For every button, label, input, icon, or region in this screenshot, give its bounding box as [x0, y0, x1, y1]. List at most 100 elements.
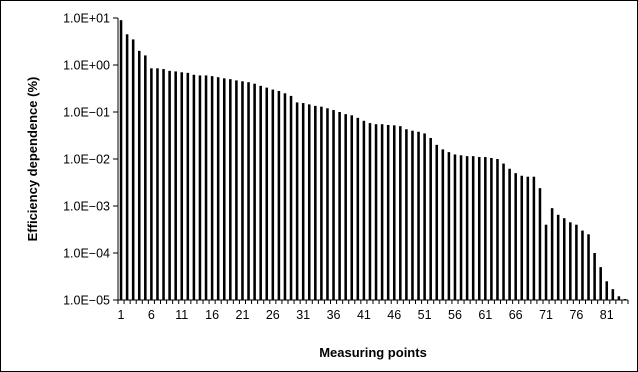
bar-point-64 — [502, 163, 505, 300]
x-tick-label: 66 — [509, 308, 523, 322]
x-tick-label: 31 — [296, 308, 310, 322]
bar-point-3 — [131, 39, 135, 300]
bar-point-12 — [186, 72, 190, 301]
bar-point-77 — [581, 230, 584, 300]
bar-point-31 — [301, 103, 305, 300]
bar-point-13 — [192, 74, 196, 300]
x-tick-label: 6 — [148, 308, 155, 322]
bar-point-23 — [253, 83, 256, 300]
bar-point-10 — [174, 71, 177, 300]
bar-point-81 — [605, 281, 609, 300]
bar-point-38 — [344, 114, 347, 300]
bar-point-63 — [496, 159, 499, 300]
y-tick-label: 1.0E−04 — [63, 247, 110, 261]
bar-point-6 — [150, 68, 153, 300]
bar-point-39 — [350, 115, 354, 300]
bar-point-61 — [484, 157, 487, 300]
bar-point-26 — [271, 89, 275, 300]
bar-point-33 — [314, 105, 317, 300]
bar-point-14 — [198, 75, 202, 301]
bar-point-1 — [119, 20, 123, 300]
bar-point-52 — [429, 137, 432, 300]
bar-point-78 — [587, 234, 590, 300]
y-tick-label: 1.0E−02 — [63, 153, 110, 167]
bar-point-55 — [447, 152, 451, 300]
bar-point-72 — [550, 208, 554, 300]
x-tick-label: 36 — [327, 308, 341, 322]
bar-point-71 — [544, 224, 548, 300]
bar-point-11 — [180, 72, 184, 300]
bar-point-59 — [471, 156, 475, 300]
bar-point-66 — [514, 173, 517, 300]
bar-point-7 — [156, 68, 159, 300]
bar-point-20 — [235, 80, 238, 300]
bar-point-80 — [599, 267, 602, 300]
bar-point-4 — [137, 50, 141, 300]
bar-point-40 — [356, 117, 360, 300]
bar-point-74 — [562, 218, 566, 300]
bar-point-5 — [144, 55, 147, 301]
x-axis-ticks: 1 6 11 16 21 26 31 36 41 46 51 56 61 66 71 76 81 — [117, 300, 629, 322]
x-tick-label: 26 — [266, 308, 280, 322]
y-tick-label: 1.0E−03 — [63, 200, 110, 214]
bar-point-41 — [362, 120, 366, 300]
bar-point-30 — [295, 102, 299, 300]
x-tick-label: 71 — [539, 308, 553, 322]
y-tick-label: 1.0E−05 — [63, 294, 110, 308]
bar-point-18 — [222, 78, 226, 300]
bar-point-36 — [332, 110, 335, 301]
bar-point-45 — [386, 124, 390, 300]
bar-point-58 — [465, 156, 469, 300]
x-tick-label: 56 — [448, 308, 462, 322]
bar-point-9 — [168, 70, 171, 300]
x-tick-label: 16 — [205, 308, 219, 322]
bar-point-62 — [490, 158, 493, 300]
x-tick-label: 41 — [357, 308, 371, 322]
bar-point-35 — [326, 108, 329, 301]
bar-point-65 — [508, 168, 511, 300]
x-tick-label: 1 — [118, 308, 125, 322]
bar-point-54 — [441, 149, 445, 300]
bar-point-8 — [162, 69, 165, 300]
x-tick-label: 46 — [387, 308, 401, 322]
bar-point-29 — [289, 95, 293, 301]
bar-point-21 — [241, 81, 244, 300]
bar-point-56 — [453, 154, 457, 300]
bar-point-25 — [265, 87, 269, 300]
bar-point-82 — [611, 289, 615, 300]
bar-point-51 — [423, 133, 426, 300]
bar-point-60 — [477, 157, 481, 300]
bar-point-68 — [526, 176, 530, 300]
x-axis-title: Measuring points — [319, 345, 427, 360]
bar-point-53 — [435, 144, 439, 300]
bar-point-2 — [125, 34, 129, 300]
bar-point-48 — [405, 129, 408, 300]
bar-point-46 — [392, 125, 396, 300]
y-axis-title: Efficiency dependence (%) — [25, 77, 40, 242]
bar-point-24 — [259, 85, 262, 300]
y-axis-ticks: 1.0E+01 1.0E+00 1.0E−01 1.0E−02 1.0E−03 1.0E−… — [63, 12, 118, 308]
bar-point-67 — [520, 175, 524, 300]
bar-point-44 — [380, 124, 384, 300]
bar-point-50 — [417, 131, 420, 300]
x-tick-label: 51 — [418, 308, 432, 322]
x-tick-label: 21 — [236, 308, 250, 322]
bar-point-75 — [569, 222, 572, 300]
bar-point-70 — [538, 188, 542, 300]
bar-point-79 — [593, 253, 596, 300]
bar-point-32 — [307, 104, 311, 300]
bar-point-42 — [368, 123, 372, 300]
x-tick-label: 76 — [569, 308, 583, 322]
bar-point-27 — [277, 90, 281, 300]
bar-point-16 — [210, 76, 214, 300]
bar-point-17 — [216, 77, 220, 300]
bar-point-57 — [459, 155, 463, 300]
bar-point-22 — [247, 82, 250, 300]
bar-point-15 — [204, 75, 208, 301]
bar-point-47 — [399, 126, 402, 300]
x-tick-label: 81 — [600, 308, 614, 322]
bar-point-43 — [374, 124, 378, 300]
bar-point-19 — [229, 79, 232, 300]
